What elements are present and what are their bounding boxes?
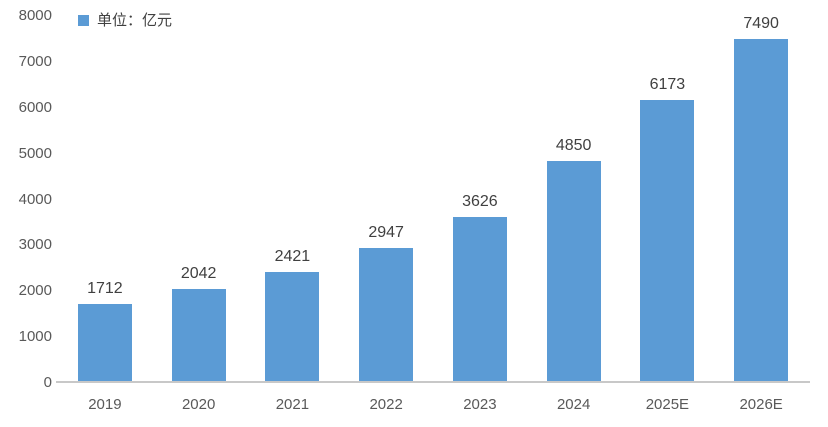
y-tick-4000: 4000 <box>18 190 52 208</box>
y-tick-8000: 8000 <box>18 7 52 24</box>
y-tick-0: 0 <box>43 374 52 391</box>
data-label-2026E: 7490 <box>743 15 779 33</box>
bar-2020 <box>171 289 226 383</box>
x-label-2026E: 2026E <box>739 396 783 413</box>
bar-2021 <box>265 271 320 383</box>
data-label-2023: 3626 <box>462 192 498 210</box>
y-tick-5000: 5000 <box>18 144 52 162</box>
bar-2025E <box>640 99 695 383</box>
bar-2022 <box>359 247 414 383</box>
data-label-2020: 2042 <box>180 265 217 283</box>
y-tick-6000: 6000 <box>18 98 52 116</box>
x-label-2023: 2023 <box>463 396 497 413</box>
x-label-2024: 2024 <box>556 396 591 413</box>
y-tick-3000: 3000 <box>18 236 52 254</box>
x-label-2025E: 2025E <box>645 396 690 413</box>
data-label-2025E: 6173 <box>649 75 686 93</box>
legend: 单位：亿元 <box>78 13 172 28</box>
data-label-2024: 4850 <box>555 136 592 154</box>
data-label-2022: 2947 <box>368 223 404 241</box>
legend-swatch-icon <box>78 15 89 26</box>
data-label-2019: 1712 <box>87 280 123 298</box>
x-label-2022: 2022 <box>369 396 403 413</box>
bar-2023 <box>452 216 507 383</box>
data-label-2021: 2421 <box>274 247 311 265</box>
x-label-2019: 2019 <box>88 396 122 413</box>
x-label-2021: 2021 <box>275 396 310 413</box>
y-tick-7000: 7000 <box>18 52 52 70</box>
legend-label: 单位：亿元 <box>97 12 173 29</box>
bar-2019 <box>77 304 132 383</box>
bar-2024 <box>546 160 601 383</box>
x-axis-line <box>56 381 810 383</box>
plot-area: 1712 2042 2421 2947 3626 4850 6173 7490 <box>58 15 808 383</box>
x-label-2020: 2020 <box>181 396 216 413</box>
y-tick-2000: 2000 <box>18 282 52 300</box>
bar-2026E <box>734 39 789 383</box>
y-tick-1000: 1000 <box>18 328 52 346</box>
